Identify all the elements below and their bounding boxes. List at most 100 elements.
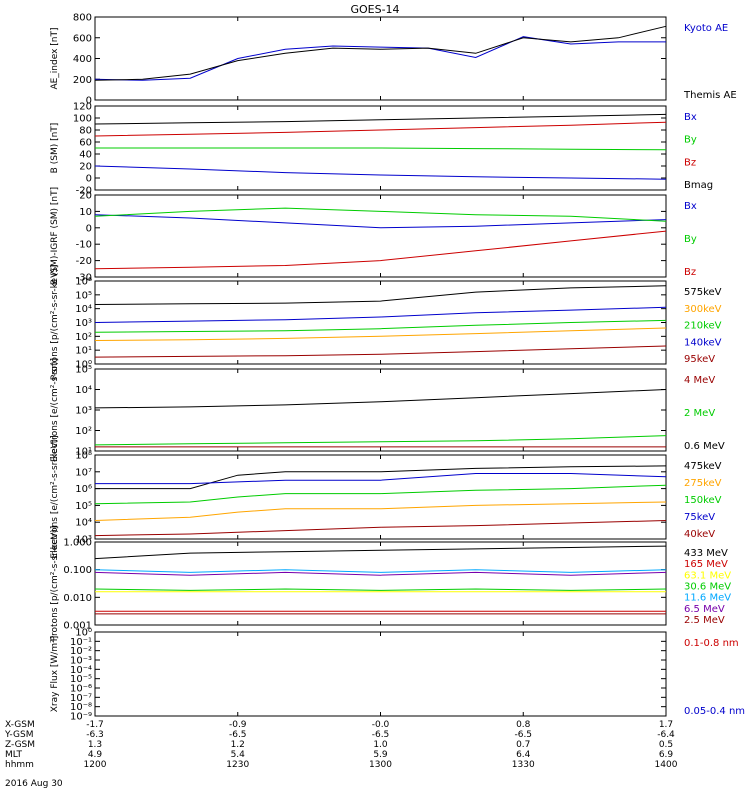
x-row-value: -6.3 xyxy=(86,730,104,740)
x-row-value: -1.7 xyxy=(86,720,104,730)
y-tick-label: 20 xyxy=(79,162,92,173)
y-axis-label: Xray Flux [W/m²] xyxy=(50,636,60,712)
y-tick-label: 100 xyxy=(73,114,92,125)
x-row-value: 0.5 xyxy=(659,740,673,750)
legend-entry: By xyxy=(684,135,697,146)
legend-entry: Bx xyxy=(684,112,697,123)
series-line xyxy=(94,327,667,341)
series-line xyxy=(94,520,667,537)
x-row-value: 6.4 xyxy=(516,750,531,760)
series-line xyxy=(94,319,667,333)
y-tick-label: 0 xyxy=(86,174,92,185)
legend-entry: 95keV xyxy=(684,354,715,365)
legend-entry: 150keV xyxy=(684,495,722,506)
legend-entry: Bz xyxy=(684,267,696,278)
series-line xyxy=(94,545,667,560)
y-axis-label: Electrons [e/(cm²-s-sr)] xyxy=(50,358,60,462)
series-line xyxy=(95,473,667,485)
panel-4: 10⁰ 10¹ 10² 10³ 10⁴ 10⁵ 10⁶ Protons [p/(cm²-s-s… xyxy=(50,265,722,381)
x-row-label: Z-GSM xyxy=(5,740,35,750)
series-line xyxy=(94,306,667,323)
panel-frame xyxy=(94,631,667,717)
y-tick-label: 10⁰ xyxy=(75,628,92,639)
legend-entry: 300keV xyxy=(684,304,722,315)
y-tick-label: -20 xyxy=(76,186,92,197)
series-line xyxy=(94,113,667,125)
y-tick-label: 400 xyxy=(73,54,92,65)
y-axis-label: Protons [p/(cm²-s-sr-keV)] xyxy=(50,526,60,642)
legend-entry: 433 MeV xyxy=(684,548,728,559)
y-tick-label: 10⁴ xyxy=(75,304,92,315)
x-row-value: -0.9 xyxy=(229,720,247,730)
y-tick-label: 10⁴ xyxy=(75,385,92,396)
x-row-label: MLT xyxy=(5,750,23,760)
x-row-value: 1230 xyxy=(226,760,249,770)
legend-entry: 210keV xyxy=(684,321,722,332)
series-line xyxy=(94,501,667,521)
series-line xyxy=(94,588,667,591)
legend-entry: 0.1-0.8 nm xyxy=(684,638,739,649)
series-line xyxy=(94,389,667,409)
x-row-value: -6.5 xyxy=(514,730,532,740)
y-tick-label: 10⁸ xyxy=(75,451,92,462)
y-tick-label: 1.000 xyxy=(63,538,92,549)
y-tick-label: 0.001 xyxy=(63,621,92,632)
y-tick-label: 10⁻¹ xyxy=(70,637,92,648)
y-tick-label: 10³ xyxy=(75,406,92,417)
y-tick-label: 10⁻⁹ xyxy=(70,712,92,723)
series-line xyxy=(94,571,667,576)
panel-1: 0 200 400 600 800 AE_index [nT] Kyoto AE Themis… xyxy=(50,13,737,107)
legend-entry: Bmag xyxy=(684,180,713,191)
y-axis-label: Protons [p/(cm²-s-sr-keV)] xyxy=(50,265,60,381)
x-row-value: 5.4 xyxy=(231,750,246,760)
x-row-value: -6.5 xyxy=(372,730,390,740)
y-tick-label: 10⁰ xyxy=(75,360,92,371)
x-row-value: 5.9 xyxy=(373,750,388,760)
x-row-value: -0.0 xyxy=(372,720,390,730)
legend-entry: 140keV xyxy=(684,337,722,348)
legend-entry: 63.1 MeV xyxy=(684,570,731,581)
series-line xyxy=(94,165,667,180)
y-tick-label: 10⁵ xyxy=(75,290,92,301)
legend-entry: Kyoto AE xyxy=(684,23,728,34)
panel-5: 10¹ 10² 10³ 10⁴ 10⁵ Electrons [e/(cm²-s-sr)] 4… xyxy=(50,358,725,462)
x-row-value: -6.4 xyxy=(657,730,675,740)
legend-entry: 40keV xyxy=(684,529,715,540)
x-row-value: 1300 xyxy=(369,760,392,770)
y-tick-label: 800 xyxy=(73,13,92,24)
y-tick-label: 10⁶ xyxy=(75,484,92,495)
y-tick-label: 10⁻⁵ xyxy=(70,674,92,685)
x-row-value: 1.7 xyxy=(659,720,673,730)
y-tick-label: 60 xyxy=(79,138,92,149)
y-tick-label: -30 xyxy=(76,273,92,284)
x-row-value: 1.0 xyxy=(373,740,388,750)
panel-3: -30 -20 -10 0 10 20 B (SM)-IGRF (SM) [nT] Bx By B… xyxy=(50,187,697,285)
x-row-value: 1.3 xyxy=(88,740,102,750)
legend-entry: 275keV xyxy=(684,478,722,489)
y-tick-label: 10² xyxy=(75,426,92,437)
y-tick-label: 10⁵ xyxy=(75,501,92,512)
x-row-value: -6.5 xyxy=(229,730,247,740)
y-tick-label: -20 xyxy=(76,256,92,267)
y-axis-label: Electrons [e/(cm²-s-sr-keV)] xyxy=(50,435,60,558)
series-line xyxy=(94,207,667,222)
legend-entry: 0.6 MeV xyxy=(684,441,725,452)
plot-title: GOES-14 xyxy=(350,3,399,16)
legend-entry: 0.05-0.4 nm xyxy=(684,706,745,717)
series-line xyxy=(94,121,667,137)
series-line xyxy=(95,465,667,490)
y-tick-label: 0 xyxy=(86,223,92,234)
x-row-value: 0.8 xyxy=(516,720,531,730)
y-tick-label: 10 xyxy=(79,207,92,218)
x-row-label: X-GSM xyxy=(5,720,35,730)
y-tick-label: 0 xyxy=(86,96,92,107)
y-axis-label: AE_index [nT] xyxy=(50,27,60,89)
legend-entry: 475keV xyxy=(684,461,722,472)
y-tick-label: 10⁻⁷ xyxy=(70,693,92,704)
y-tick-label: 40 xyxy=(79,150,92,161)
legend-entry: 6.5 MeV xyxy=(684,604,725,615)
